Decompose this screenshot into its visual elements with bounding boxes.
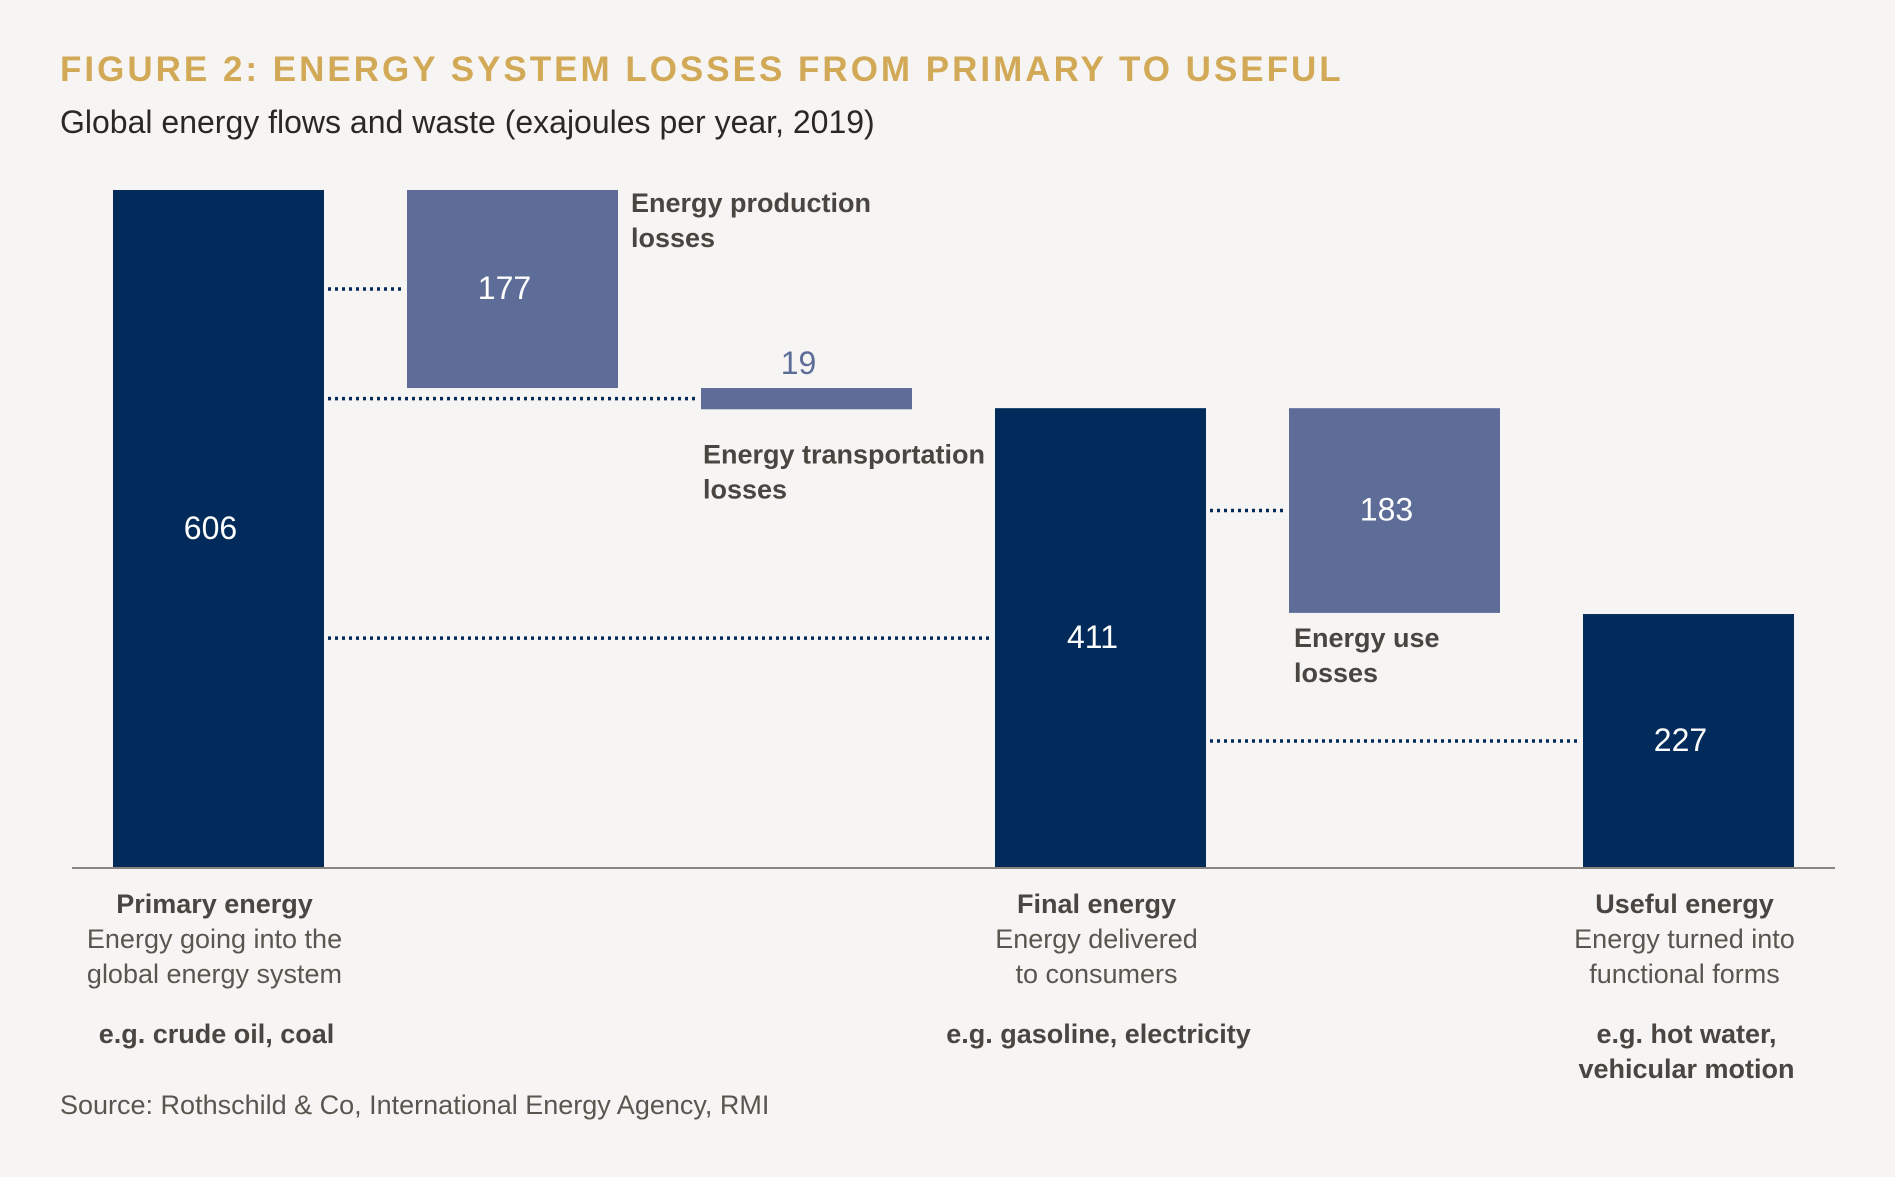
value-label-production-losses: 177 bbox=[478, 270, 531, 306]
label-production-losses-line-2: losses bbox=[631, 223, 715, 253]
category-examples-useful-line-1: e.g. hot water, bbox=[1596, 1019, 1776, 1049]
category-desc-final-line-1: Energy delivered bbox=[995, 924, 1198, 954]
label-use-losses-line-1: Energy use bbox=[1294, 623, 1440, 653]
bar-primary bbox=[113, 190, 324, 868]
category-desc-primary-line-1: Energy going into the bbox=[87, 924, 342, 954]
bar-production-losses bbox=[407, 190, 618, 389]
category-label-final: Final energy bbox=[1017, 889, 1176, 919]
category-examples-useful-line-2: vehicular motion bbox=[1578, 1054, 1794, 1084]
source-note: Source: Rothschild & Co, International E… bbox=[60, 1090, 770, 1120]
category-desc-useful-line-2: functional forms bbox=[1589, 959, 1780, 989]
category-examples-primary-line-1: e.g. crude oil, coal bbox=[99, 1019, 335, 1049]
value-label-final: 411 bbox=[1067, 619, 1118, 655]
value-label-primary: 606 bbox=[184, 510, 237, 546]
value-label-useful: 227 bbox=[1654, 722, 1707, 758]
value-label-use-losses: 183 bbox=[1360, 492, 1413, 528]
category-label-useful: Useful energy bbox=[1595, 889, 1774, 919]
label-transportation-losses-line-1: Energy transportation bbox=[703, 439, 985, 469]
label-use-losses-line-2: losses bbox=[1294, 658, 1378, 688]
category-desc-final-line-2: to consumers bbox=[1015, 959, 1177, 989]
figure-title: FIGURE 2: ENERGY SYSTEM LOSSES FROM PRIM… bbox=[60, 50, 1344, 89]
category-desc-useful-line-1: Energy turned into bbox=[1574, 924, 1795, 954]
figure-subtitle: Global energy flows and waste (exajoules… bbox=[60, 104, 875, 140]
category-examples-final-line-1: e.g. gasoline, electricity bbox=[946, 1019, 1251, 1049]
bar-transportation-losses bbox=[701, 388, 912, 410]
value-label-transportation-losses: 19 bbox=[781, 345, 817, 381]
category-desc-primary-line-2: global energy system bbox=[87, 959, 342, 989]
bar-final bbox=[995, 408, 1206, 868]
category-label-primary: Primary energy bbox=[116, 889, 313, 919]
label-transportation-losses-line-2: losses bbox=[703, 474, 787, 504]
bar-use-losses bbox=[1289, 408, 1500, 613]
bar-useful bbox=[1583, 614, 1794, 868]
label-production-losses-line-1: Energy production bbox=[631, 188, 871, 218]
